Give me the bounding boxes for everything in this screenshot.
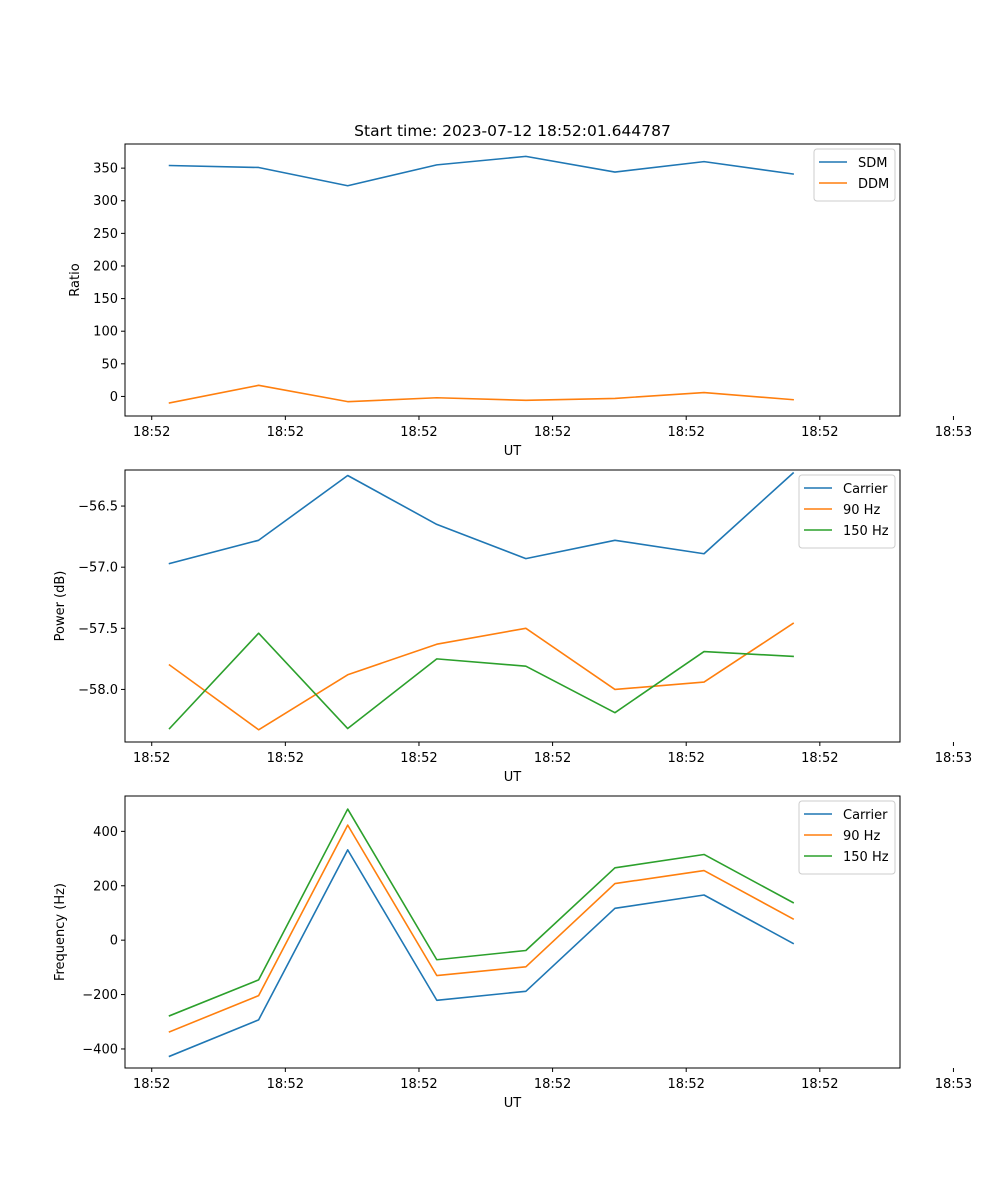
y-tick-label: −58.0 xyxy=(78,683,118,698)
y-axis-label: Ratio xyxy=(68,263,83,296)
y-tick-label: −57.5 xyxy=(78,622,118,637)
chart-title: Start time: 2023-07-12 18:52:01.644787 xyxy=(354,122,671,140)
legend-label: 90 Hz xyxy=(843,503,880,518)
y-tick-label: 200 xyxy=(93,879,118,894)
legend-label: SDM xyxy=(858,156,887,171)
legend: SDM DDM xyxy=(813,148,896,202)
y-axis-label: Power (dB) xyxy=(53,571,68,642)
x-tick-label: 18:52 xyxy=(667,1077,704,1092)
x-tick-label: 18:52 xyxy=(267,1077,304,1092)
x-tick-label: 18:52 xyxy=(267,751,304,766)
x-tick-label: 18:52 xyxy=(534,751,571,766)
x-tick-label: 18:52 xyxy=(667,751,704,766)
x-axis-label: UT xyxy=(504,444,522,459)
series-line-sdm xyxy=(168,155,795,187)
y-tick-label: −56.5 xyxy=(78,500,118,515)
legend-label: 150 Hz xyxy=(843,524,889,539)
y-tick-label: −400 xyxy=(82,1042,118,1057)
x-tick-label: 18:52 xyxy=(133,1077,170,1092)
legend-label: 150 Hz xyxy=(843,850,889,865)
chart-panel-3: 18:52 18:52 18:52 18:52 18:52 18:52 18:53 −400 −… xyxy=(53,795,972,1111)
series-line-carrier xyxy=(168,849,795,1058)
y-tick-label: 350 xyxy=(93,162,118,177)
series-line-ddm xyxy=(168,384,794,404)
legend: Carrier 90 Hz 150 Hz xyxy=(798,474,896,549)
chart-panel-1: 18:52 18:52 18:52 18:52 18:52 18:52 18:53 0 50 10… xyxy=(68,122,972,459)
x-tick-label: 18:52 xyxy=(801,425,838,440)
chart-panel-2: 18:52 18:52 18:52 18:52 18:52 18:52 18:53 −58.0… xyxy=(53,469,972,785)
series-line-150-hz xyxy=(168,632,794,730)
x-tick-label: 18:52 xyxy=(801,1077,838,1092)
x-tick-label: 18:53 xyxy=(935,751,972,766)
y-tick-label: 0 xyxy=(110,934,118,949)
y-tick-label: 200 xyxy=(93,259,118,274)
x-tick-label: 18:52 xyxy=(801,751,838,766)
y-tick-label: 100 xyxy=(93,325,118,340)
x-tick-label: 18:52 xyxy=(534,425,571,440)
x-axis-label: UT xyxy=(504,1096,522,1111)
axes-frame xyxy=(124,795,901,1069)
series-line-90-hz xyxy=(168,824,795,1033)
y-axis-label: Frequency (Hz) xyxy=(53,883,68,981)
x-axis-label: UT xyxy=(504,770,522,785)
y-tick-label: −57.0 xyxy=(78,561,118,576)
axes-frame xyxy=(124,143,901,417)
y-tick-label: −200 xyxy=(82,988,118,1003)
legend-label: Carrier xyxy=(843,808,888,823)
x-tick-label: 18:52 xyxy=(400,751,437,766)
x-tick-label: 18:52 xyxy=(667,425,704,440)
series-line-150-hz xyxy=(168,808,795,1017)
axes-frame xyxy=(124,469,901,743)
legend-label: DDM xyxy=(858,177,889,192)
y-tick-label: 50 xyxy=(101,357,118,372)
x-tick-label: 18:52 xyxy=(133,425,170,440)
y-tick-label: 0 xyxy=(110,390,118,405)
legend-label: Carrier xyxy=(843,482,888,497)
x-tick-label: 18:52 xyxy=(400,1077,437,1092)
x-tick-label: 18:52 xyxy=(534,1077,571,1092)
y-tick-label: 150 xyxy=(93,292,118,307)
x-tick-label: 18:52 xyxy=(133,751,170,766)
series-line-90-hz xyxy=(168,622,795,731)
y-tick-label: 400 xyxy=(93,825,118,840)
x-tick-label: 18:53 xyxy=(935,1077,972,1092)
series-line-carrier xyxy=(168,471,795,565)
y-tick-label: 250 xyxy=(93,227,118,242)
legend: Carrier 90 Hz 150 Hz xyxy=(798,800,896,875)
x-tick-label: 18:53 xyxy=(935,425,972,440)
x-tick-label: 18:52 xyxy=(400,425,437,440)
x-tick-label: 18:52 xyxy=(267,425,304,440)
y-tick-label: 300 xyxy=(93,194,118,209)
legend-label: 90 Hz xyxy=(843,829,880,844)
